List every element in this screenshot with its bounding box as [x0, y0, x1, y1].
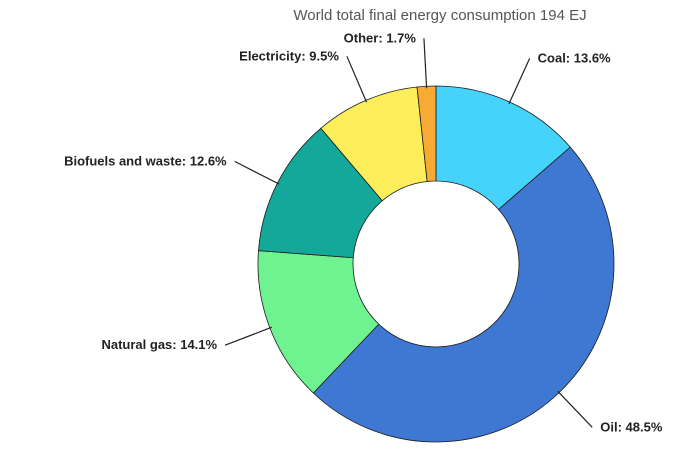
leader-lines-group: [224, 38, 593, 428]
slice-natural-gas: [257, 250, 380, 394]
label-natural-gas: Natural gas: 14.1%: [101, 337, 217, 352]
leader-line-biofuels-and-waste: [234, 160, 280, 185]
label-other: Other: 1.7%: [344, 30, 417, 45]
label-biofuels-and-waste: Biofuels and waste: 12.6%: [64, 153, 227, 168]
labels-group: Coal: 13.6% Oil: 48.5% Natural gas: 14.1% B…: [64, 30, 663, 434]
chart-title: World total final energy consumption 194…: [293, 7, 586, 24]
leader-line-electricity: [346, 56, 368, 103]
label-coal: Coal: 13.6%: [538, 50, 611, 65]
slice-oil: [312, 146, 615, 443]
slice-other: [416, 85, 437, 182]
leader-line-coal: [508, 58, 531, 105]
slices-group: [257, 85, 615, 443]
leader-line-oil: [557, 390, 593, 428]
leader-line-other: [423, 38, 428, 89]
leader-line-natural-gas: [224, 326, 272, 346]
label-electricity: Electricity: 9.5%: [239, 48, 339, 63]
label-oil: Oil: 48.5%: [600, 419, 663, 434]
